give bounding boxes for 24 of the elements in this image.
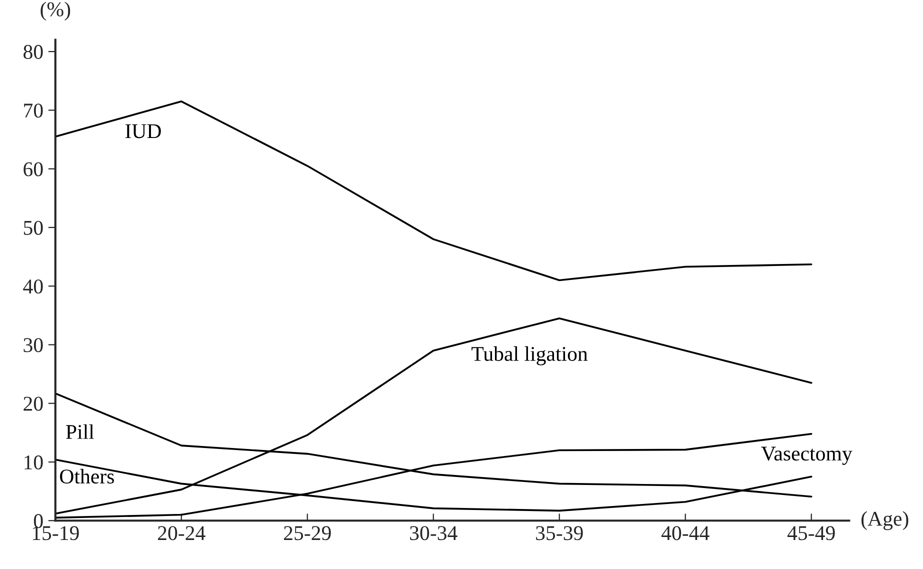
y-tick-label: 10 [24, 455, 43, 470]
x-tick-label: 25-29 [284, 526, 331, 540]
x-tick-label: 35-39 [536, 526, 583, 540]
x-tick-label: 30-34 [410, 526, 458, 540]
y-tick-label: 80 [24, 44, 43, 59]
x-axis-title: (Age) [862, 511, 908, 530]
series-label: Pill [66, 424, 94, 439]
x-tick-label: 20-24 [158, 526, 206, 540]
y-tick-label: 50 [24, 220, 43, 235]
y-tick-label: 30 [24, 338, 43, 352]
y-axis-title: (%) [40, 2, 70, 21]
x-tick-label: 40-44 [661, 526, 710, 540]
y-tick-label: 60 [24, 162, 43, 176]
y-tick-label: 40 [23, 279, 43, 294]
series-label: IUD [125, 124, 161, 138]
line-series [55, 100, 812, 282]
series-label: Tubal ligation [472, 346, 588, 366]
y-tick-label: 70 [24, 104, 43, 118]
y-tick-label: 0 [34, 514, 43, 528]
y-tick-label: 20 [24, 396, 43, 411]
x-tick-label: 15-19 [32, 526, 79, 540]
series-label: Vasectomy [761, 446, 852, 465]
x-tick-label: 45-49 [787, 526, 835, 540]
series-label: Others [60, 468, 114, 484]
